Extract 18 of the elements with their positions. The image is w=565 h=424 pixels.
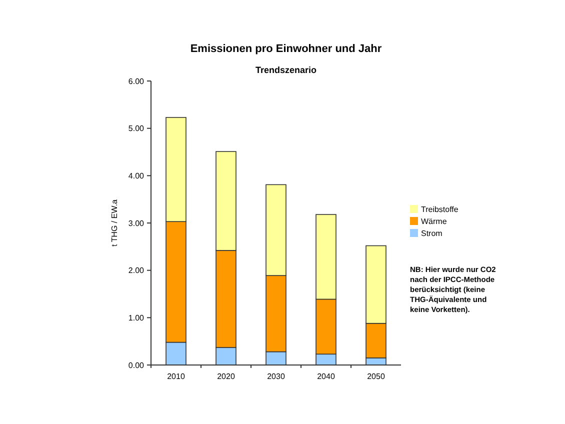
y-tick-label: 4.00 [128,171,145,180]
y-tick-label: 1.00 [128,313,145,322]
y-tick-label: 5.00 [128,124,145,134]
x-tick-label: 2020 [217,372,236,381]
x-tick-label: 2050 [367,372,386,381]
x-tick-label: 2030 [267,372,286,381]
y-tick-label: 2.00 [128,266,145,276]
chart-title: Emissionen pro Einwohner und Jahr [190,43,382,55]
y-tick-label: 6.00 [128,76,145,86]
y-tick-label: 0.00 [128,360,145,370]
legend-label: Strom [421,229,443,238]
y-tick-label: 3.00 [128,218,145,228]
x-tick-label: 2040 [317,372,336,381]
x-tick-label: 2010 [167,372,186,381]
chart-subtitle: Trendszenario [255,65,318,75]
legend-label: Wärme [421,217,448,226]
legend-label: Treibstoffe [421,205,459,214]
y-axis-title: t THG / EW.a [110,198,119,246]
